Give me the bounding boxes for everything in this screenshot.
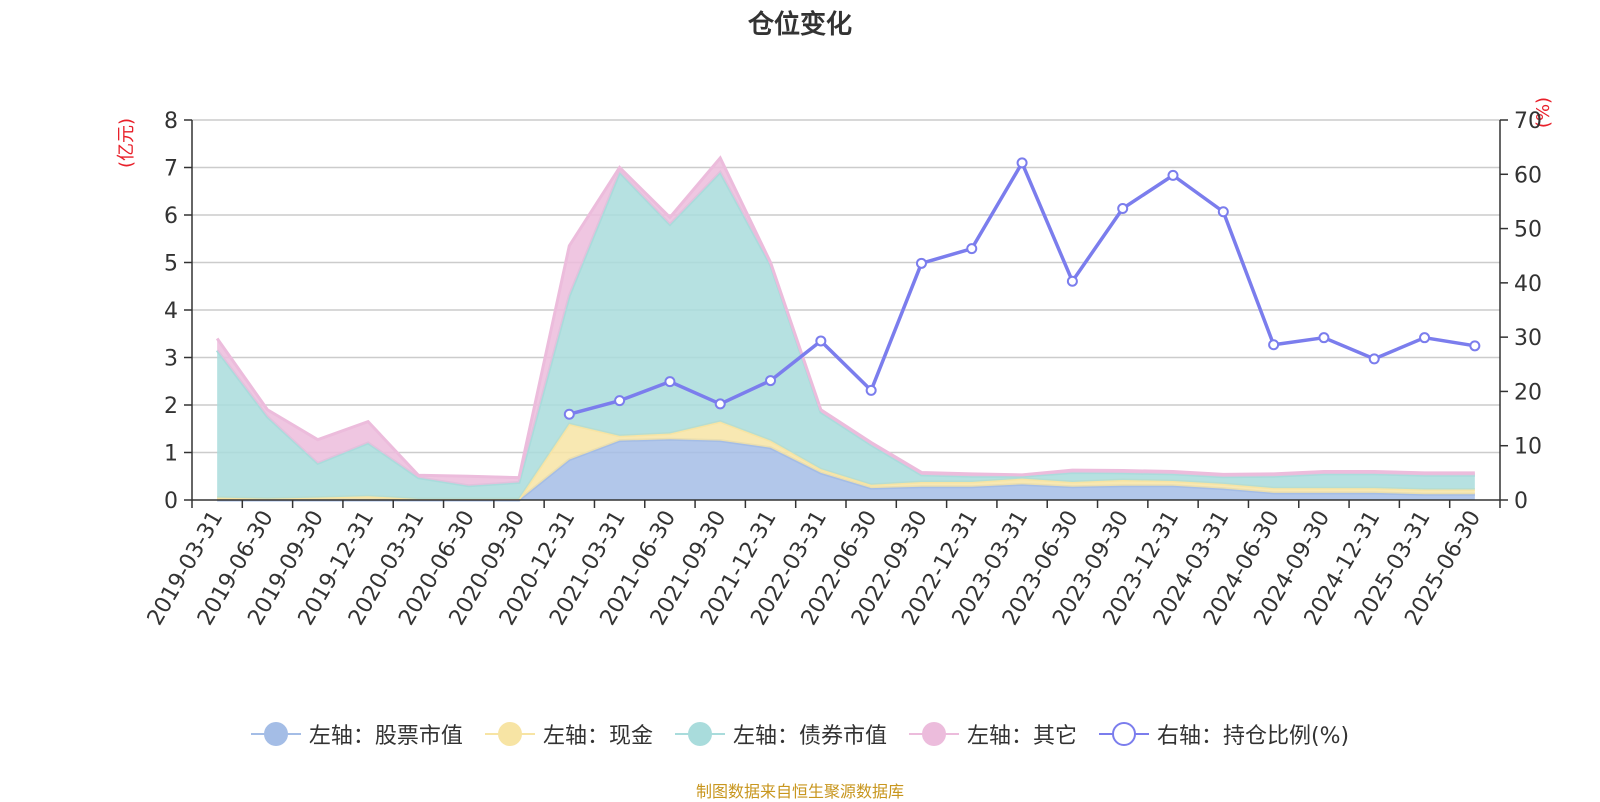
ratio-point: [1268, 339, 1280, 351]
legend-label: 左轴：其它: [966, 724, 1077, 749]
legend-swatch-icon: [674, 722, 725, 746]
legend-item[interactable]: 右轴：持仓比例(%): [1098, 718, 1350, 750]
ratio-point: [1066, 275, 1078, 287]
chart-title: 仓位变化: [747, 10, 852, 40]
left-tick-label: 6: [164, 204, 178, 229]
legend-swatch-icon: [484, 722, 535, 746]
ratio-point: [1318, 332, 1330, 344]
ratio-point: [765, 375, 777, 387]
legend-label: 左轴：债券市值: [732, 724, 887, 749]
left-tick-label: 5: [164, 252, 178, 277]
data-source-note: 制图数据来自恒生聚源数据库: [695, 782, 904, 801]
ratio-point: [1217, 206, 1229, 218]
legend-label: 左轴：股票市值: [308, 724, 463, 749]
right-tick-label: 60: [1514, 163, 1542, 188]
legend-swatch-icon: [1098, 722, 1149, 746]
left-tick-label: 2: [164, 394, 178, 419]
area-edge-3: [215, 155, 1475, 480]
right-tick-label: 50: [1514, 218, 1542, 243]
area-series-2: [217, 172, 1475, 500]
ratio-point: [614, 395, 626, 407]
legend-swatch-icon: [250, 722, 301, 746]
left-tick-label: 7: [164, 157, 178, 182]
legend-label: 右轴：持仓比例(%): [1156, 724, 1350, 749]
left-tick-label: 0: [164, 489, 178, 514]
right-tick-label: 40: [1514, 272, 1542, 297]
right-tick-label: 70: [1514, 109, 1542, 134]
legend-item[interactable]: 左轴：债券市值: [674, 718, 887, 750]
ratio-point: [815, 335, 827, 347]
legend-item[interactable]: 左轴：股票市值: [250, 718, 463, 750]
ratio-point: [1368, 353, 1380, 365]
ratio-point: [1117, 202, 1129, 214]
ratio-point: [865, 384, 877, 396]
right-tick-label: 10: [1514, 435, 1542, 460]
legend: 左轴：股票市值 左轴：现金 左轴：债券市值 左轴：其它 右轴：持仓比例(%): [0, 718, 1600, 750]
ratio-point: [915, 257, 927, 269]
ratio-point: [966, 243, 978, 255]
area-series-3: [217, 158, 1475, 486]
left-tick-label: 3: [164, 347, 178, 372]
left-tick-label: 1: [164, 442, 178, 467]
legend-label: 左轴：现金: [542, 724, 653, 749]
ratio-point: [563, 408, 575, 420]
ratio-point: [1167, 169, 1179, 181]
legend-swatch-icon: [908, 722, 959, 746]
position-change-chart: 0123456780102030405060702019-03-312019-0…: [143, 109, 1542, 630]
ratio-point: [1016, 157, 1028, 169]
legend-item[interactable]: 左轴：其它: [908, 718, 1077, 750]
left-tick-label: 8: [164, 109, 178, 134]
ratio-point: [664, 376, 676, 388]
ratio-point: [1469, 340, 1481, 352]
right-tick-label: 0: [1514, 489, 1528, 514]
right-tick-label: 20: [1514, 380, 1542, 405]
legend-item[interactable]: 左轴：现金: [484, 718, 653, 750]
right-tick-label: 30: [1514, 326, 1542, 351]
ratio-point: [714, 398, 726, 410]
left-tick-label: 4: [164, 299, 178, 324]
ratio-point: [1419, 332, 1431, 344]
